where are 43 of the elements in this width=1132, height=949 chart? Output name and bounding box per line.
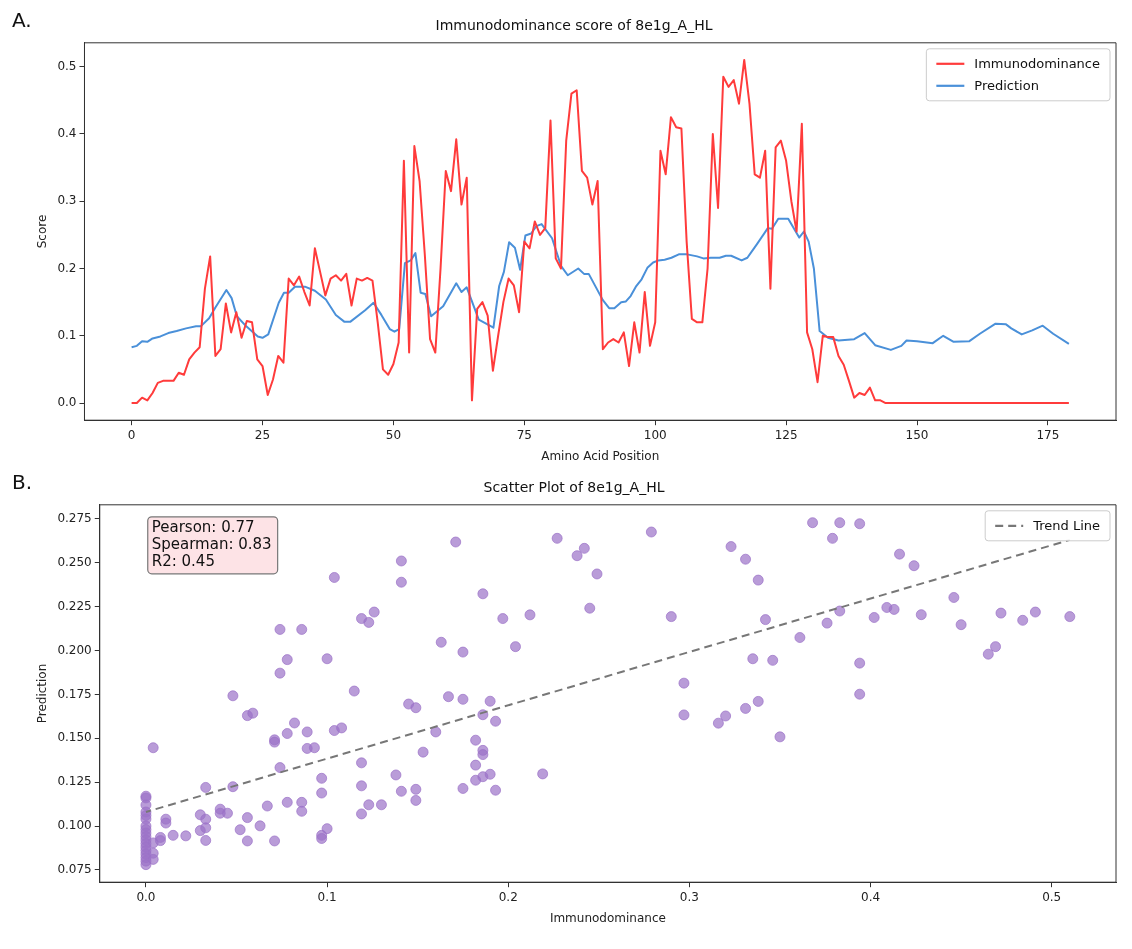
y-tick-label: 0.075 <box>57 862 92 877</box>
y-tick-label: 0.175 <box>57 686 92 701</box>
y-tick-label: 0.150 <box>57 730 92 745</box>
x-tick-label: 25 <box>254 427 271 442</box>
y-tick-label: 0.250 <box>57 554 92 569</box>
x-tick-label: 150 <box>905 427 929 442</box>
y-tick-label: 0.4 <box>57 126 77 141</box>
x-tick-label: 0.2 <box>498 889 518 904</box>
y-axis-title: Score <box>35 214 50 249</box>
x-axis-title: Amino Acid Position <box>541 448 660 463</box>
x-tick-label: 100 <box>643 427 667 442</box>
legend-label: Trend Line <box>1032 518 1101 534</box>
y-tick-label: 0.225 <box>57 598 92 613</box>
y-tick-label: 0.275 <box>57 510 92 525</box>
x-tick-label: 50 <box>385 427 402 442</box>
legend-label: Prediction <box>974 78 1039 94</box>
chart-title: Immunodominance score of 8e1g_A_HL <box>435 17 713 34</box>
annotation: R2: 0.45 <box>151 552 215 571</box>
x-tick-label: 0.1 <box>317 889 337 904</box>
x-axis-title: Immunodominance <box>549 910 666 925</box>
y-tick-label: 0.125 <box>57 774 92 789</box>
text: B. <box>12 470 33 495</box>
x-tick-label: 0.3 <box>679 889 699 904</box>
y-tick-label: 0.0 <box>57 395 77 410</box>
y-axis-title: Prediction <box>35 663 50 724</box>
y-tick-label: 0.100 <box>57 818 92 833</box>
x-tick-label: 0.4 <box>861 889 881 904</box>
text: A. <box>12 8 32 33</box>
chart-title: Scatter Plot of 8e1g_A_HL <box>483 479 665 496</box>
legend-label: Immunodominance <box>974 56 1101 72</box>
y-tick-label: 0.1 <box>57 327 77 342</box>
x-tick-label: 125 <box>774 427 798 442</box>
y-tick-label: 0.3 <box>57 193 77 208</box>
y-tick-label: 0.5 <box>57 58 77 73</box>
y-tick-label: 0.2 <box>57 260 77 275</box>
x-tick-label: 0.0 <box>136 889 156 904</box>
annotation: Spearman: 0.83 <box>151 535 272 554</box>
annotation: Pearson: 0.77 <box>151 518 255 537</box>
y-tick-label: 0.200 <box>57 642 92 657</box>
x-tick-label: 0.5 <box>1042 889 1062 904</box>
x-tick-label: 175 <box>1036 427 1060 442</box>
x-tick-label: 75 <box>516 427 532 442</box>
x-tick-label: 0 <box>127 427 136 442</box>
